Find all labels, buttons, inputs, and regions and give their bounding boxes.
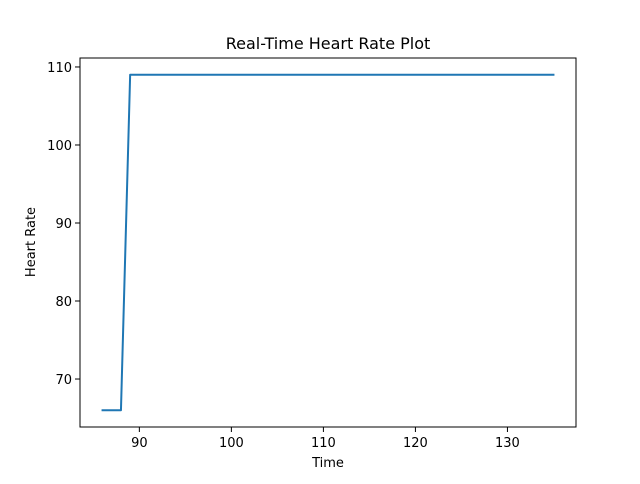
y-tick-label-90: 90 [55,217,72,232]
axes-frame [79,57,577,428]
series-line-0 [101,73,555,412]
chart-title: Real-Time Heart Rate Plot [226,34,431,53]
x-axis-label: Time [311,456,344,471]
y-tick-label-70: 70 [55,373,72,388]
x-tick-label-130: 130 [495,436,520,451]
x-tick-label-100: 100 [219,436,244,451]
x-tick-label-120: 120 [403,436,428,451]
x-tick-label-110: 110 [311,436,336,451]
y-tick-label-100: 100 [47,139,72,154]
x-tick-label-90: 90 [131,436,148,451]
y-axis-label: Heart Rate [24,207,39,277]
plot-area: 90 100 110 120 130 70 80 90 100 110 [47,57,577,451]
y-tick-label-110: 110 [47,61,72,76]
y-tick-label-80: 80 [55,295,72,310]
